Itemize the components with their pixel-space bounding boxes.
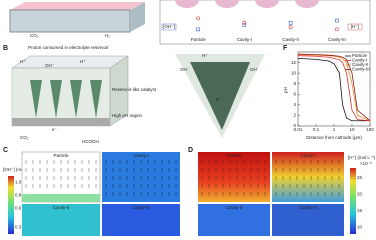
marker [288, 20, 293, 25]
marker [242, 20, 247, 25]
series-line [297, 53, 371, 122]
x-tick-label: 0.01 [294, 127, 303, 132]
x-tick-label: Cavity-III [328, 37, 346, 42]
colorbar-tick-label: 0.8 [15, 193, 22, 198]
colorbar-tick-label: 0.3 [15, 225, 22, 230]
legend-label: Cavity-III [352, 67, 370, 72]
legend-box [347, 23, 363, 31]
y-tick-label: 8 [293, 81, 296, 86]
h-label: H⁺ [20, 59, 26, 64]
colorbar [350, 168, 356, 234]
oh-label: OH⁻ [180, 67, 190, 72]
legend-label: [OH⁻] [163, 24, 175, 29]
colorbar-scale: ×10⁻⁹ [360, 161, 372, 166]
y-tick-label: 12 [291, 60, 297, 65]
colorbar-tick-label: 20 [357, 192, 363, 197]
marker [334, 27, 339, 32]
panel-a: CO₂ H₂ [9, 2, 145, 38]
panel-label: B [3, 45, 8, 52]
panel-top-chart: Particle Cavity-I Cavity-II Cavity-III [OH⁻]… [159, 0, 371, 45]
panel-b: B Proton consumed in electrolyte reservo… [3, 45, 265, 144]
legend-label: Particle [352, 53, 368, 58]
x-tick-label: 0.1 [313, 127, 320, 132]
subpanel-title: Particle [53, 153, 69, 158]
x-tick-label: Particle [191, 37, 207, 42]
colorbar-tick-label: 15 [357, 208, 363, 213]
y-tick-label: 6 [293, 91, 296, 96]
legend-label: Cavity-I [352, 58, 367, 63]
colorbar [8, 176, 14, 234]
panel-label: D [188, 147, 193, 154]
marker [288, 25, 293, 30]
marker [196, 27, 200, 32]
hcooh-label: HCOOH [82, 139, 99, 144]
series-line [297, 55, 371, 122]
colorbar-title: [OH⁻] (mol L⁻¹) [3, 167, 34, 172]
legend-label: Cavity-II [352, 62, 369, 67]
subpanel-title: Cavity-I [300, 153, 315, 158]
subpanel-title: Cavity-III [132, 205, 150, 210]
marker [196, 16, 201, 21]
panel-title: Proton consumed in electrolyte reservoir [28, 45, 109, 50]
colorbar-title: [H⁺] (mol L⁻¹) [348, 155, 376, 160]
series-line [297, 57, 370, 122]
y-tick-label: 2 [293, 113, 296, 118]
y-axis-label: pH [283, 87, 288, 93]
panel-f: F pH Distance from cathode (μm) 0 2 4 6 8 10 1… [283, 45, 374, 140]
subpanel-title: Cavity-I [133, 153, 148, 158]
x-tick-label: Cavity-I [237, 37, 252, 42]
subpanel-title: Particle [226, 153, 242, 158]
legend-label: [H⁺] [351, 24, 359, 29]
h2-label: H₂ [105, 33, 110, 38]
colorbar-tick-label: 1.0 [15, 180, 22, 185]
series-line [297, 54, 371, 122]
co2-label: CO₂ [20, 135, 29, 140]
panel-label: F [283, 45, 288, 52]
marker [242, 23, 247, 27]
panel-d: D Particle Cavity-I Cavity-II Cavity-III… [188, 147, 376, 236]
subpanel-title: Cavity-III [299, 205, 317, 210]
colorbar-tick-label: 10 [357, 225, 363, 230]
electron-label: e⁻ [52, 127, 58, 132]
marker [335, 18, 339, 23]
oh-label: OH⁻ [250, 67, 260, 72]
panel-c: C [OH⁻] (mol L⁻¹) Particle Cavity-I Cavi… [3, 147, 180, 236]
colorbar-tick-label: 0.6 [15, 205, 22, 210]
x-tick-label: 10 [349, 127, 355, 132]
y-tick-label: 10 [291, 70, 297, 75]
h-label: H⁺ [80, 59, 86, 64]
x-axis-label: Distance from cathode (μm) [306, 135, 362, 140]
x-tick-label: 1 [333, 127, 336, 132]
subpanel-title: Cavity-II [53, 205, 70, 210]
y-tick-label: 4 [293, 102, 296, 107]
x-tick-label: Cavity-II [282, 37, 299, 42]
panel-label: C [3, 147, 8, 154]
oh-label: OH⁻ [45, 63, 55, 68]
co2-label: CO₂ [30, 33, 39, 38]
reservoir-label: Reservoir-like catalyst [112, 87, 157, 92]
h-label: H⁺ [202, 53, 208, 58]
y-tick-label: 0 [293, 123, 296, 128]
legend-box [161, 23, 177, 31]
x-tick-label: 100 [366, 127, 374, 132]
colorbar-tick-label: 25 [357, 175, 363, 180]
k-label: K⁺ [216, 97, 222, 102]
subpanel-title: Cavity-II [226, 205, 243, 210]
high-ph-label: High pH region [112, 113, 143, 118]
